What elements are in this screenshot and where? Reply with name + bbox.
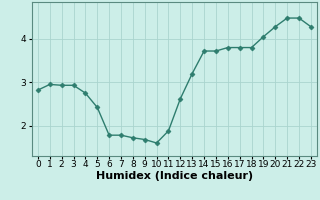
X-axis label: Humidex (Indice chaleur): Humidex (Indice chaleur) [96,171,253,181]
